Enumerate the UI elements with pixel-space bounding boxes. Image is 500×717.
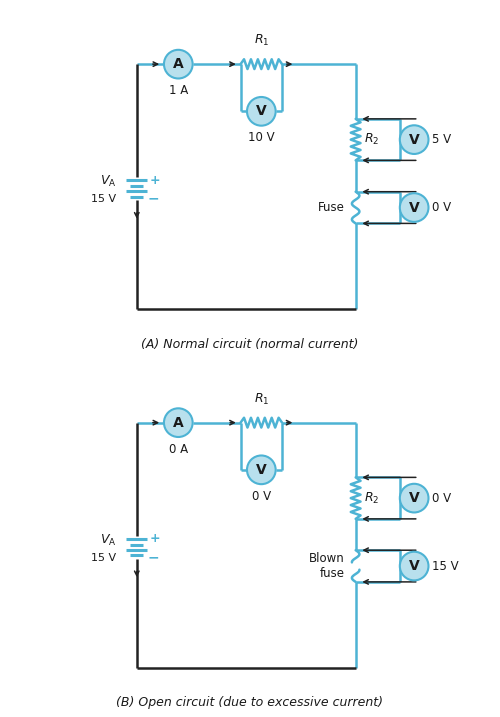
Text: $V_{\mathregular{A}}$: $V_{\mathregular{A}}$ bbox=[100, 533, 116, 548]
Text: 15 V: 15 V bbox=[91, 553, 116, 563]
Text: −: − bbox=[148, 192, 160, 206]
Circle shape bbox=[400, 125, 428, 154]
Text: V: V bbox=[256, 463, 266, 477]
Text: 15 V: 15 V bbox=[91, 194, 116, 204]
Text: $V_{\mathregular{A}}$: $V_{\mathregular{A}}$ bbox=[100, 174, 116, 189]
Text: $R_1$: $R_1$ bbox=[254, 33, 269, 48]
Text: 0 V: 0 V bbox=[432, 492, 452, 505]
Text: V: V bbox=[409, 491, 420, 505]
Text: −: − bbox=[148, 551, 160, 564]
Text: V: V bbox=[256, 105, 266, 118]
Text: V: V bbox=[409, 559, 420, 573]
Circle shape bbox=[164, 49, 192, 78]
Text: $R_1$: $R_1$ bbox=[254, 391, 269, 407]
Text: +: + bbox=[150, 174, 160, 187]
Text: $R_2$: $R_2$ bbox=[364, 132, 380, 147]
Circle shape bbox=[400, 484, 428, 513]
Text: (B) Open circuit (due to excessive current): (B) Open circuit (due to excessive curre… bbox=[116, 696, 384, 709]
Text: 5 V: 5 V bbox=[432, 133, 452, 146]
Text: 0 A: 0 A bbox=[168, 442, 188, 455]
Text: 0 V: 0 V bbox=[432, 201, 452, 214]
Text: Blown
fuse: Blown fuse bbox=[310, 552, 345, 580]
Circle shape bbox=[400, 551, 428, 580]
Text: V: V bbox=[409, 133, 420, 146]
Text: $R_2$: $R_2$ bbox=[364, 490, 380, 505]
Text: 10 V: 10 V bbox=[248, 131, 274, 144]
Text: Fuse: Fuse bbox=[318, 201, 345, 214]
Circle shape bbox=[247, 455, 276, 484]
Text: 0 V: 0 V bbox=[252, 490, 271, 503]
Text: 15 V: 15 V bbox=[432, 559, 459, 573]
Text: (A) Normal circuit (normal current): (A) Normal circuit (normal current) bbox=[142, 338, 358, 351]
Text: A: A bbox=[173, 416, 184, 429]
Text: V: V bbox=[409, 201, 420, 214]
Text: A: A bbox=[173, 57, 184, 71]
Text: +: + bbox=[150, 533, 160, 546]
Circle shape bbox=[400, 193, 428, 222]
Circle shape bbox=[247, 97, 276, 125]
Text: 1 A: 1 A bbox=[168, 84, 188, 97]
Circle shape bbox=[164, 408, 192, 437]
